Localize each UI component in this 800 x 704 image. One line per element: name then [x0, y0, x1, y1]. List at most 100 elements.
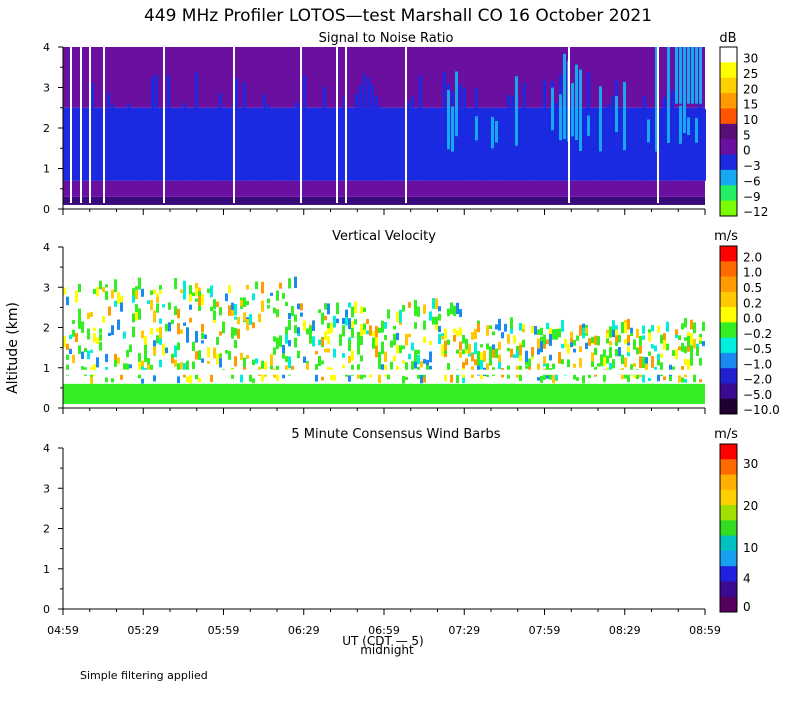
vv-mark — [405, 362, 408, 373]
vv-mark — [288, 312, 291, 320]
colorbar-unit-snr: dB — [719, 31, 736, 46]
vv-mark — [396, 332, 399, 341]
snr-mark — [343, 96, 346, 181]
snr-mark — [267, 105, 270, 181]
vv-mark — [534, 325, 537, 333]
vv-mark — [624, 374, 627, 379]
snr-mark — [679, 105, 682, 144]
vv-mark — [111, 325, 114, 336]
vv-mark — [105, 367, 108, 373]
vv-mark — [615, 329, 618, 336]
panel-title-vv: Vertical Velocity — [332, 229, 436, 244]
vv-mark — [537, 363, 540, 372]
vv-mark — [360, 306, 363, 314]
vv-mark — [321, 360, 324, 365]
vv-mark — [294, 314, 297, 322]
snr-mark — [511, 96, 514, 181]
vv-mark — [681, 377, 684, 383]
vv-mark — [591, 336, 594, 343]
vv-mark — [363, 325, 366, 335]
vv-mark — [360, 370, 363, 380]
snr-mark — [503, 128, 506, 181]
vv-mark — [366, 330, 369, 335]
vv-mark — [213, 317, 216, 324]
vv-mark — [465, 338, 468, 350]
vv-mark — [225, 293, 228, 302]
colorbar-swatch — [720, 368, 737, 384]
vv-mark — [342, 318, 345, 325]
colorbar-swatch — [720, 322, 737, 339]
snr-mark — [487, 133, 490, 181]
panel-title-wind: 5 Minute Consensus Wind Barbs — [291, 427, 500, 442]
vv-mark — [438, 313, 441, 321]
snr-mark — [687, 117, 690, 136]
vv-mark — [498, 354, 501, 362]
snr-mark — [571, 83, 574, 137]
vv-mark — [288, 278, 291, 289]
vv-mark — [360, 334, 363, 345]
vv-mark — [276, 365, 279, 373]
vv-mark — [324, 348, 327, 353]
vv-mark — [240, 352, 243, 360]
snr-mark — [111, 104, 114, 181]
vv-mark — [273, 336, 276, 342]
vv-mark — [159, 290, 162, 294]
vv-mark — [285, 301, 288, 307]
colorbar-label: −5.0 — [743, 388, 772, 402]
vv-mark — [462, 349, 465, 355]
vv-mark — [351, 326, 354, 338]
vv-mark — [657, 353, 660, 363]
vv-mark — [348, 375, 351, 382]
vv-mark — [621, 354, 624, 365]
snr-mark — [315, 120, 318, 181]
vv-mark — [246, 300, 249, 305]
snr-gap — [657, 47, 659, 203]
snr-gap — [89, 47, 91, 203]
snr-mark — [635, 118, 638, 181]
snr-mark — [563, 100, 566, 181]
colorbar-label: 5 — [743, 128, 751, 142]
vv-mark — [630, 327, 633, 336]
vv-mark — [525, 360, 528, 365]
vv-mark — [132, 313, 135, 323]
vv-mark — [111, 378, 114, 383]
vv-mark — [693, 322, 696, 333]
vv-mark — [690, 345, 693, 354]
vv-mark — [510, 324, 513, 334]
vv-mark — [687, 335, 690, 347]
snr-mark — [227, 134, 230, 181]
vv-mark — [327, 322, 330, 329]
vv-mark — [273, 307, 276, 314]
vv-mark — [474, 359, 477, 366]
vv-mark — [483, 350, 486, 362]
vv-mark — [474, 342, 477, 355]
snr-mark — [359, 85, 362, 181]
vv-mark — [435, 298, 438, 310]
vv-mark — [114, 300, 117, 307]
snr-mark — [383, 114, 386, 181]
vv-mark — [237, 316, 240, 325]
vv-mark — [570, 333, 573, 345]
vv-mark — [603, 349, 606, 360]
vv-mark — [492, 349, 495, 358]
vv-mark — [177, 363, 180, 375]
vv-mark — [495, 324, 498, 330]
vv-mark — [393, 325, 396, 330]
vv-mark — [243, 312, 246, 321]
snr-mark — [579, 69, 582, 152]
vv-mark — [195, 282, 198, 290]
snr-mark — [127, 103, 130, 181]
vv-mark — [642, 335, 645, 340]
vv-mark — [447, 308, 450, 317]
colorbar-swatch — [720, 77, 737, 94]
snr-mark — [67, 113, 70, 181]
vv-mark — [576, 335, 579, 341]
vv-mark — [447, 362, 450, 371]
vv-mark — [123, 363, 126, 370]
vv-mark — [87, 312, 90, 319]
vv-mark — [87, 329, 90, 336]
colorbar-label: −6 — [743, 174, 761, 188]
vv-mark — [159, 318, 162, 324]
panel-axes: 0 1 2 3 4 — [43, 41, 706, 216]
vv-mark — [156, 335, 159, 344]
